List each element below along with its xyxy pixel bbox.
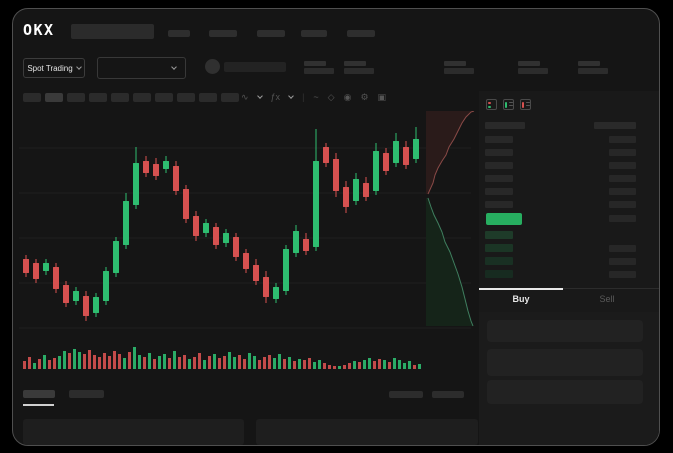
divider: | (302, 92, 305, 102)
chevron-down-icon[interactable] (288, 93, 294, 99)
timeframe-button[interactable] (45, 93, 63, 102)
orderbook-ask-row[interactable] (485, 149, 513, 156)
orderbook-ask-amount[interactable] (609, 149, 636, 156)
bottom-tab[interactable] (23, 390, 55, 398)
active-tab-indicator (479, 288, 563, 290)
nav-item-placeholder[interactable] (209, 30, 237, 37)
settings-gear-icon[interactable]: ⚙ (360, 91, 369, 102)
orderbook-ask-row[interactable] (485, 136, 513, 143)
orderbook-bid-row[interactable] (485, 244, 513, 252)
stat-pair (578, 61, 608, 74)
orders-table-panel (23, 419, 244, 445)
orders-table-panel (256, 419, 478, 445)
pair-dropdown[interactable] (97, 57, 186, 79)
stat-label-placeholder (518, 61, 540, 66)
stat-value-placeholder (518, 68, 548, 74)
timeframe-button[interactable] (111, 93, 129, 102)
orderbook-trade-panel: Buy Sell (479, 91, 659, 445)
pair-icon-avatar (205, 59, 220, 74)
market-type-selector[interactable]: Spot Trading (23, 58, 85, 78)
okx-logo: OKX (23, 21, 55, 39)
orderbook-ask-row[interactable] (485, 201, 513, 208)
chart-tools: ∿ ƒx | ~ ◇ ◉ ⚙ ▣ (241, 90, 386, 104)
timeframe-button[interactable] (155, 93, 173, 102)
tag-icon[interactable]: ◇ (327, 91, 335, 102)
pair-name-placeholder (224, 62, 286, 72)
nav-item-placeholder[interactable] (301, 30, 327, 37)
timeframe-button[interactable] (23, 93, 41, 102)
chevron-down-icon (75, 64, 82, 70)
timeframe-button[interactable] (67, 93, 85, 102)
chevron-down-icon (171, 64, 177, 70)
stat-value-placeholder (344, 68, 374, 74)
indicator-icon[interactable]: ƒx (270, 92, 281, 102)
tab-sell[interactable]: Sell (599, 294, 615, 304)
timeframe-button[interactable] (133, 93, 151, 102)
candle-style-icon[interactable]: ∿ (241, 91, 249, 102)
timeframe-button[interactable] (89, 93, 107, 102)
search-input[interactable] (71, 24, 154, 39)
nav-item-placeholder[interactable] (257, 30, 285, 37)
stat-pair (304, 61, 334, 74)
bottom-action-placeholder[interactable] (432, 391, 464, 398)
stat-label-placeholder (444, 61, 466, 66)
orderbook-bid-amount[interactable] (609, 258, 636, 265)
orderbook-ask-amount[interactable] (609, 136, 636, 143)
order-input-placeholder[interactable] (487, 349, 643, 376)
stat-label-placeholder (344, 61, 366, 66)
orderbook-bid-row[interactable] (485, 231, 513, 239)
market-type-label: Spot Trading (27, 63, 73, 73)
orderbook-bid-row[interactable] (485, 257, 513, 265)
orderbook-ask-amount[interactable] (609, 201, 636, 208)
candlestick-chart[interactable] (19, 111, 479, 379)
camera-icon[interactable]: ◉ (343, 91, 352, 102)
stat-pair (518, 61, 548, 74)
book-asks-icon[interactable] (520, 99, 531, 110)
active-tab-underline (23, 404, 54, 406)
stat-label-placeholder (304, 61, 326, 66)
tab-buy[interactable]: Buy (512, 294, 530, 304)
orderbook-ask-row[interactable] (485, 162, 513, 169)
tab-divider (479, 288, 659, 290)
order-input-placeholder[interactable] (487, 380, 643, 404)
okx-app-window: OKX Spot Trading ∿ ƒx | ~ ◇ ◉ ⚙ ▣ Buy Sell (12, 8, 660, 446)
timeframe-button[interactable] (199, 93, 217, 102)
stat-value-placeholder (578, 68, 608, 74)
bottom-tab[interactable] (69, 390, 104, 398)
orderbook-header-amount (594, 122, 636, 129)
fullscreen-icon[interactable]: ▣ (377, 91, 387, 102)
bottom-action-placeholder[interactable] (389, 391, 423, 398)
stat-pair (444, 61, 474, 74)
orderbook-ask-row[interactable] (485, 188, 513, 195)
timeframe-button[interactable] (221, 93, 239, 102)
book-bids-icon[interactable] (503, 99, 514, 110)
orderbook-header-price (485, 122, 525, 129)
stat-pair (344, 61, 374, 74)
book-both-icon[interactable] (486, 99, 497, 110)
stat-value-placeholder (304, 68, 334, 74)
orderbook-ask-amount[interactable] (609, 175, 636, 182)
order-input-placeholder[interactable] (487, 320, 643, 342)
last-price-badge[interactable] (486, 213, 522, 225)
orderbook-bid-row[interactable] (485, 270, 513, 278)
orderbook-amount[interactable] (609, 215, 636, 222)
stat-label-placeholder (578, 61, 600, 66)
nav-item-placeholder[interactable] (168, 30, 190, 37)
line-tool-icon[interactable]: ~ (313, 92, 319, 102)
order-form (479, 312, 659, 445)
stat-value-placeholder (444, 68, 474, 74)
nav-item-placeholder[interactable] (347, 30, 375, 37)
timeframe-button[interactable] (177, 93, 195, 102)
orderbook-ask-amount[interactable] (609, 162, 636, 169)
orderbook-bid-amount[interactable] (609, 245, 636, 252)
orderbook-bid-amount[interactable] (609, 271, 636, 278)
chevron-down-icon[interactable] (256, 93, 263, 99)
orderbook-ask-row[interactable] (485, 175, 513, 182)
orderbook-ask-amount[interactable] (609, 188, 636, 195)
